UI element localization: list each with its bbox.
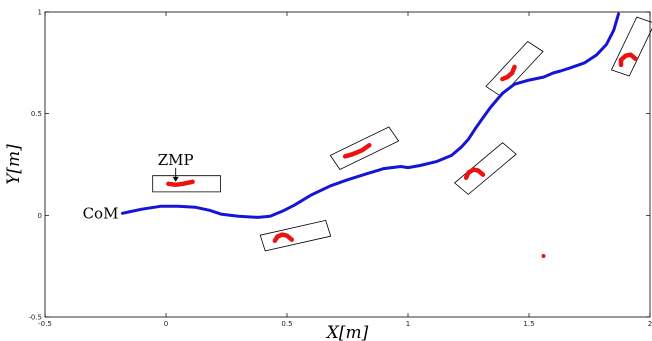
footprint: [610, 16, 652, 77]
y-axis-label: Y[m]: [4, 144, 24, 185]
y-tick-label: -0.5: [28, 314, 42, 322]
zmp-segment: [500, 64, 517, 82]
footprint: [259, 219, 332, 252]
x-tick-label: 2: [648, 320, 652, 328]
zmp-arrowhead: [172, 176, 179, 182]
zmp-segment: [166, 179, 195, 188]
zmp-layer: [166, 52, 638, 258]
annotation-layer: CoM ZMP: [83, 151, 194, 222]
zmp-segment: [463, 167, 486, 180]
zmp-point: [541, 254, 546, 258]
zmp-segment: [342, 142, 372, 159]
x-tick-label: 0.5: [281, 320, 292, 328]
y-tick-label: 0: [38, 212, 42, 220]
x-tick-label: 1: [406, 320, 410, 328]
y-tick-label: 0.5: [31, 110, 42, 118]
zmp-segment: [618, 52, 638, 68]
y-tick-label: 1: [38, 9, 42, 17]
footprint: [329, 126, 400, 171]
x-tick-label: 1.5: [523, 320, 534, 328]
x-tick-label: 0: [164, 320, 168, 328]
zmp-segment: [272, 232, 295, 244]
com-trajectory: [120, 12, 620, 219]
com-label: CoM: [83, 204, 119, 222]
zmp-label: ZMP: [158, 151, 194, 169]
com-layer: [120, 12, 620, 219]
axes-box: [44, 11, 651, 318]
x-tick-label: -0.5: [38, 320, 52, 328]
ticks-layer: -0.5 0 0.5 1 1.5 2 -0.5 0 0.5 1: [28, 9, 652, 329]
x-axis-label: X[m]: [325, 323, 369, 341]
